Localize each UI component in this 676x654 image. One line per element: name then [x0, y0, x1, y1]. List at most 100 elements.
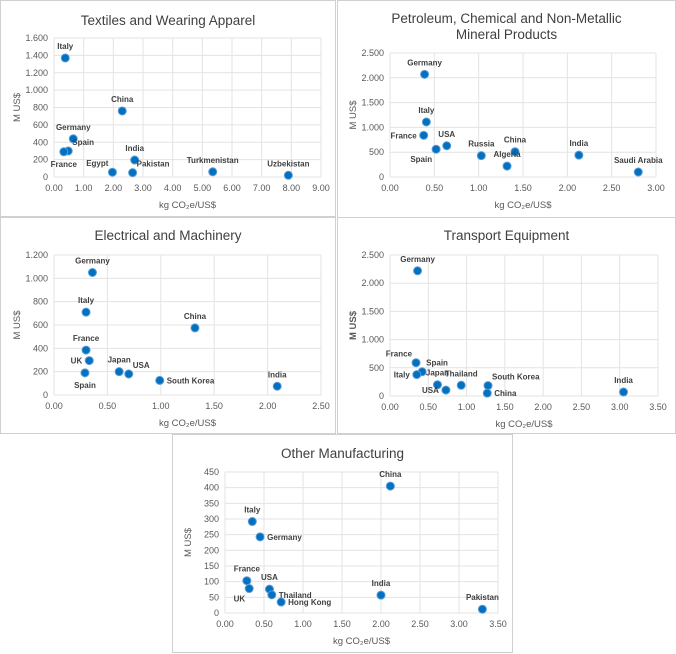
data-point [59, 147, 69, 157]
chart-transport: Transport Equipment 0.00 0.50 1.00 1.50 2.00… [337, 217, 676, 434]
data-point [276, 597, 286, 607]
y-tick-label: 0 [43, 172, 48, 182]
y-tick-label: 0 [379, 391, 384, 401]
data-point [432, 380, 442, 390]
x-tick-label: 9.00 [312, 183, 330, 193]
y-tick-label: 400 [204, 483, 219, 493]
x-tick-label: 1.00 [294, 619, 312, 629]
chart-petroleum: Petroleum, Chemical and Non-Metallic Min… [337, 0, 676, 218]
y-tick-label: 150 [204, 561, 219, 571]
x-tick-label: 0.50 [99, 401, 117, 411]
y-axis-label: M US$ [12, 92, 23, 122]
y-axis-label: M US$ [12, 310, 23, 340]
x-tick-label: 8.00 [283, 183, 301, 193]
x-axis-label: kg CO₂e/US$ [494, 200, 552, 211]
x-tick-label: 4.00 [164, 183, 182, 193]
y-tick-label: 200 [204, 545, 219, 555]
data-point [190, 323, 200, 333]
y-tick-label: 1.000 [361, 335, 384, 345]
y-tick-label: 1.000 [25, 85, 48, 95]
data-point [483, 381, 493, 391]
data-point [376, 590, 386, 600]
data-label: Pakistan [466, 593, 499, 602]
data-label: Uzbekistan [267, 159, 309, 168]
x-tick-label: 1.00 [152, 401, 170, 411]
chart-plot: 0.00 0.50 1.00 1.50 2.00 2.50 3.00 3.50 0 50 100 15… [183, 467, 507, 647]
data-point [247, 517, 257, 527]
x-tick-label: 3.50 [649, 402, 667, 412]
data-point [60, 53, 70, 63]
data-point [81, 345, 91, 355]
data-label: China [494, 389, 517, 398]
data-point [155, 375, 165, 385]
x-axis-label: kg CO₂e/US$ [333, 636, 391, 647]
y-tick-label: 1.500 [361, 98, 384, 108]
data-label: Japan [108, 356, 131, 365]
data-label: Algeria [493, 150, 521, 159]
y-tick-label: 350 [204, 498, 219, 508]
chart-title: Petroleum, Chemical and Non-Metallic Min… [391, 11, 622, 42]
data-point [244, 584, 254, 594]
data-label: USA [422, 386, 439, 395]
x-tick-label: 1.00 [75, 183, 93, 193]
y-tick-label: 1.600 [25, 33, 48, 43]
data-point [419, 130, 429, 140]
data-point [411, 358, 421, 368]
x-tick-label: 0.50 [426, 183, 444, 193]
data-label: China [379, 470, 402, 479]
data-label: Italy [418, 106, 435, 115]
data-label: USA [133, 361, 150, 370]
data-label: Germany [75, 257, 110, 266]
data-label: China [184, 312, 207, 321]
data-label: Germany [400, 255, 435, 264]
y-tick-label: 400 [33, 137, 48, 147]
y-tick-label: 600 [33, 320, 48, 330]
data-label: USA [261, 573, 278, 582]
data-point [482, 388, 492, 398]
data-point [502, 161, 512, 171]
y-tick-label: 2.500 [361, 48, 384, 58]
data-label: Spain [72, 138, 94, 147]
y-tick-label: 800 [33, 297, 48, 307]
data-label: Japan [426, 369, 449, 378]
data-label: USA [438, 130, 455, 139]
y-tick-label: 1.400 [25, 50, 48, 60]
data-point [117, 106, 127, 116]
data-label: China [111, 95, 134, 104]
data-point [442, 141, 452, 151]
data-point [114, 367, 124, 377]
y-tick-label: 0 [379, 172, 384, 182]
data-label: India [125, 144, 144, 153]
data-label: France [390, 131, 417, 140]
x-tick-label: 2.50 [312, 401, 330, 411]
data-point [420, 69, 430, 79]
data-point [412, 370, 422, 380]
x-tick-label: 3.00 [450, 619, 468, 629]
data-label: Hong Kong [288, 598, 331, 607]
data-label: Thailand [279, 591, 312, 600]
chart-plot: 0.00 0.50 1.00 1.50 2.00 2.50 3.00 0 500 1.000 1.5… [348, 48, 665, 211]
y-tick-label: 800 [33, 103, 48, 113]
data-point [421, 117, 431, 127]
x-tick-label: 1.00 [470, 183, 488, 193]
data-label: Spain [410, 155, 432, 164]
x-tick-label: 0.50 [255, 619, 273, 629]
data-point [385, 481, 395, 491]
data-point [633, 167, 643, 177]
data-point [456, 380, 466, 390]
data-point [476, 151, 486, 161]
y-tick-label: 250 [204, 530, 219, 540]
y-tick-label: 600 [33, 120, 48, 130]
y-tick-label: 0 [43, 390, 48, 400]
data-label: Italy [394, 371, 411, 380]
y-tick-label: 2.500 [361, 250, 384, 260]
y-tick-label: 50 [209, 592, 219, 602]
x-axis-label: kg CO₂e/US$ [495, 419, 553, 430]
y-tick-label: 200 [33, 367, 48, 377]
x-tick-label: 7.00 [253, 183, 271, 193]
y-tick-label: 500 [369, 363, 384, 373]
data-label: Russia [468, 140, 495, 149]
x-tick-label: 0.50 [420, 402, 438, 412]
y-tick-label: 1.500 [361, 306, 384, 316]
x-tick-label: 2.00 [372, 619, 390, 629]
